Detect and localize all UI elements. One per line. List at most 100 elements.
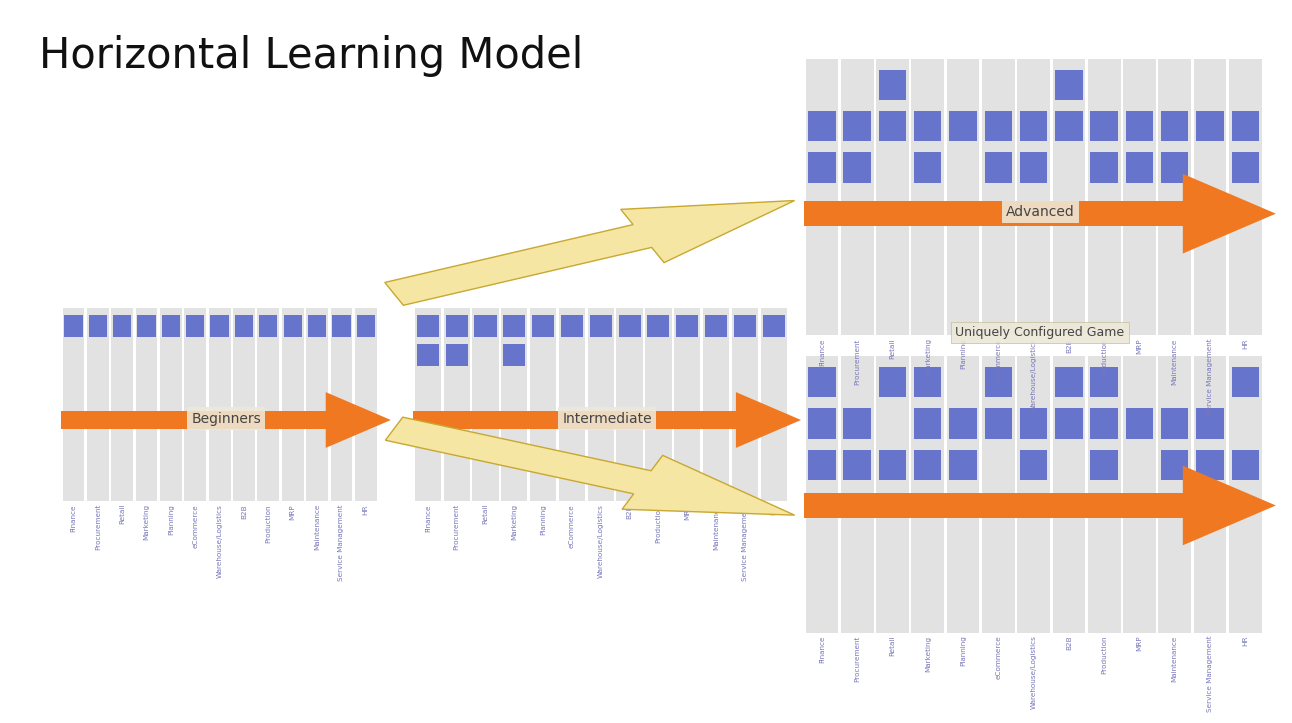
Text: Service Management: Service Management xyxy=(1207,636,1213,712)
Text: B2B: B2B xyxy=(627,504,633,518)
Text: MRP: MRP xyxy=(1137,636,1142,651)
Bar xyxy=(841,59,873,335)
Text: HR: HR xyxy=(771,504,776,515)
Bar xyxy=(950,111,977,142)
Bar xyxy=(1231,153,1258,183)
Bar xyxy=(985,153,1012,183)
Text: B2B: B2B xyxy=(1066,338,1072,353)
Text: Retail: Retail xyxy=(889,338,895,359)
Text: MRP: MRP xyxy=(1137,338,1142,354)
Bar xyxy=(1056,408,1083,439)
Bar xyxy=(589,315,612,337)
Bar xyxy=(1090,153,1118,183)
Bar xyxy=(1159,59,1191,335)
Bar xyxy=(619,315,641,337)
Bar xyxy=(734,315,756,337)
Bar xyxy=(136,308,158,501)
Bar xyxy=(911,356,944,633)
Text: Warehouse/Logistics: Warehouse/Logistics xyxy=(217,504,222,578)
Text: Finance: Finance xyxy=(425,504,430,531)
Bar xyxy=(1125,153,1154,183)
Bar xyxy=(1123,59,1156,335)
Text: Production: Production xyxy=(1101,636,1107,674)
Text: eCommerce: eCommerce xyxy=(568,504,575,548)
Bar xyxy=(1019,111,1048,142)
Bar xyxy=(1231,450,1258,480)
Text: MRP: MRP xyxy=(289,504,296,520)
Bar xyxy=(1019,408,1048,439)
Bar xyxy=(211,315,229,337)
Bar xyxy=(805,493,1242,518)
Bar xyxy=(415,308,441,501)
Bar xyxy=(809,111,836,142)
Text: Marketing: Marketing xyxy=(512,504,517,540)
Text: Warehouse/Logistics: Warehouse/Logistics xyxy=(1031,338,1036,412)
Text: Procurement: Procurement xyxy=(854,636,860,682)
Bar xyxy=(332,315,350,337)
Text: Marketing: Marketing xyxy=(143,504,150,540)
Bar xyxy=(844,153,871,183)
Text: Warehouse/Logistics: Warehouse/Logistics xyxy=(1031,636,1036,709)
Bar xyxy=(1231,367,1258,398)
Bar xyxy=(950,408,977,439)
Text: Procurement: Procurement xyxy=(854,338,860,385)
Bar xyxy=(588,308,614,501)
Polygon shape xyxy=(1183,466,1276,545)
Bar xyxy=(532,315,554,337)
Bar xyxy=(504,315,526,337)
Text: Service Management: Service Management xyxy=(1207,338,1213,415)
Bar xyxy=(947,356,979,633)
Text: Maintenance: Maintenance xyxy=(713,504,720,550)
Bar xyxy=(1017,356,1050,633)
Text: Beginners: Beginners xyxy=(191,411,261,426)
Bar xyxy=(806,356,839,633)
Text: HR: HR xyxy=(1243,338,1248,348)
Bar xyxy=(809,153,836,183)
Bar xyxy=(879,367,906,398)
Text: Maintenance: Maintenance xyxy=(1172,636,1178,682)
Text: Procurement: Procurement xyxy=(94,504,101,550)
Bar xyxy=(1125,408,1154,439)
Bar xyxy=(307,315,326,337)
Bar xyxy=(911,59,944,335)
Text: Finance: Finance xyxy=(819,636,824,663)
Bar xyxy=(1088,356,1120,633)
Bar xyxy=(1162,408,1189,439)
Bar xyxy=(809,450,836,480)
Bar xyxy=(162,315,180,337)
Bar xyxy=(1090,450,1118,480)
Bar xyxy=(1053,59,1085,335)
Bar xyxy=(1053,356,1085,633)
Bar xyxy=(282,308,304,501)
Bar xyxy=(762,315,784,337)
Text: Maintenance: Maintenance xyxy=(1172,338,1178,385)
Text: Production: Production xyxy=(655,504,662,542)
Bar xyxy=(473,308,499,501)
Bar xyxy=(65,315,83,337)
Bar xyxy=(1019,153,1048,183)
Bar xyxy=(1229,59,1262,335)
Bar xyxy=(504,344,526,366)
Bar xyxy=(806,59,839,335)
Text: HR: HR xyxy=(1243,636,1248,646)
Bar xyxy=(61,411,367,429)
Bar xyxy=(1229,356,1262,633)
Bar xyxy=(1088,59,1120,335)
Bar xyxy=(160,308,182,501)
Bar xyxy=(844,450,871,480)
Bar xyxy=(355,308,377,501)
Text: Service Management: Service Management xyxy=(742,504,748,581)
Text: Retail: Retail xyxy=(119,504,125,524)
Bar xyxy=(645,308,672,501)
Bar xyxy=(1056,367,1083,398)
Bar xyxy=(913,153,942,183)
Text: Horizontal Learning Model: Horizontal Learning Model xyxy=(39,35,583,77)
Bar xyxy=(1196,111,1224,142)
Bar xyxy=(876,59,908,335)
Text: Marketing: Marketing xyxy=(925,636,930,672)
Bar xyxy=(443,308,470,501)
Bar xyxy=(306,308,328,501)
Bar xyxy=(913,111,942,142)
Bar xyxy=(985,408,1012,439)
Bar xyxy=(1162,450,1189,480)
